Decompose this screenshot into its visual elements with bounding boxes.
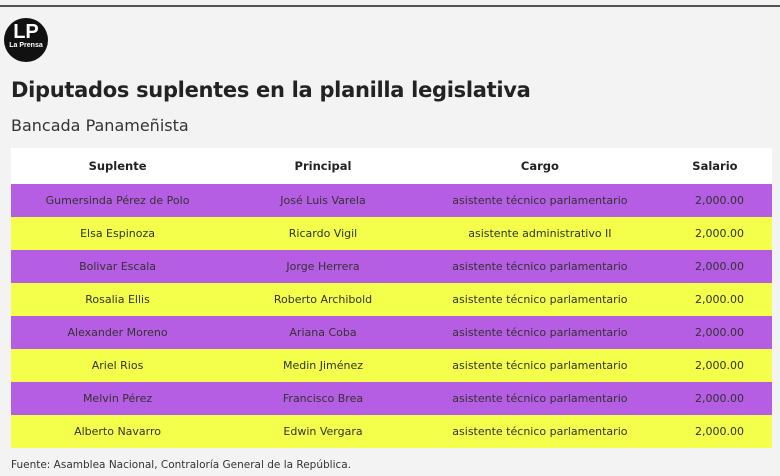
subtitle: Bancada Panameñista <box>11 116 189 135</box>
table-cell: asistente técnico parlamentario <box>421 382 658 415</box>
table-cell: 2,000.00 <box>657 349 772 382</box>
table-row: Bolivar Escala Jorge Herrera asistente téc… <box>11 250 772 283</box>
title: Diputados suplentes en la planilla legis… <box>11 78 531 102</box>
table-cell: Roberto Archibold <box>224 283 422 316</box>
table-cell: Bolivar Escala <box>11 250 225 283</box>
table-row: Rosalia Ellis Roberto Archibold asistente … <box>11 283 772 316</box>
table-cell: 2,000.00 <box>657 184 772 217</box>
table-cell: Alberto Navarro <box>11 415 225 448</box>
table-row: Alberto Navarro Edwin Vergara asistente té… <box>11 415 772 448</box>
table-cell: Ariana Coba <box>224 316 422 349</box>
table-row: Alexander Moreno Ariana Coba asistente téc… <box>11 316 772 349</box>
logo-initials: LP <box>13 21 39 43</box>
table-row: Ariel Rios Medin Jiménez asistente técnico… <box>11 349 772 382</box>
table-body: Gumersinda Pérez de Polo José Luis Varela… <box>11 184 772 448</box>
table-cell: Ricardo Vigil <box>224 217 422 250</box>
table-cell: Rosalia Ellis <box>11 283 225 316</box>
source: Fuente: Asamblea Nacional, Contraloría G… <box>11 459 352 471</box>
table: Suplente Principal Cargo Salario Gumersinda… <box>11 148 772 448</box>
table-cell: 2,000.00 <box>657 316 772 349</box>
table-cell: Edwin Vergara <box>224 415 422 448</box>
table-cell: 2,000.00 <box>657 217 772 250</box>
table-row: Melvin Pérez Francisco Brea asistente técn… <box>11 382 772 415</box>
table-cell: asistente técnico parlamentario <box>421 250 658 283</box>
table-row: Elsa Espinoza Ricardo Vigil asistente admi… <box>11 217 772 250</box>
table-cell: 2,000.00 <box>657 250 772 283</box>
logo: LP La Prensa <box>4 18 48 62</box>
column-header: Cargo <box>421 148 658 184</box>
top-rule <box>0 5 780 7</box>
table-cell: Elsa Espinoza <box>11 217 225 250</box>
table-cell: asistente técnico parlamentario <box>421 316 658 349</box>
table-cell: asistente técnico parlamentario <box>421 184 658 217</box>
header-row: Suplente Principal Cargo Salario <box>11 148 772 184</box>
logo-name: La Prensa <box>9 42 43 49</box>
table-cell: Francisco Brea <box>224 382 422 415</box>
column-header: Salario <box>657 148 772 184</box>
column-header: Principal <box>224 148 422 184</box>
table-cell: Gumersinda Pérez de Polo <box>11 184 225 217</box>
column-header: Suplente <box>11 148 225 184</box>
table-cell: Jorge Herrera <box>224 250 422 283</box>
table-cell: 2,000.00 <box>657 382 772 415</box>
table-row: Gumersinda Pérez de Polo José Luis Varela… <box>11 184 772 217</box>
table-cell: José Luis Varela <box>224 184 422 217</box>
table-cell: Alexander Moreno <box>11 316 225 349</box>
table-cell: Melvin Pérez <box>11 382 225 415</box>
table-cell: asistente técnico parlamentario <box>421 415 658 448</box>
table-cell: asistente técnico parlamentario <box>421 349 658 382</box>
table-cell: Medin Jiménez <box>224 349 422 382</box>
table-cell: 2,000.00 <box>657 283 772 316</box>
table-cell: 2,000.00 <box>657 415 772 448</box>
table-cell: asistente técnico parlamentario <box>421 283 658 316</box>
table-cell: Ariel Rios <box>11 349 225 382</box>
table-cell: asistente administrativo II <box>421 217 658 250</box>
